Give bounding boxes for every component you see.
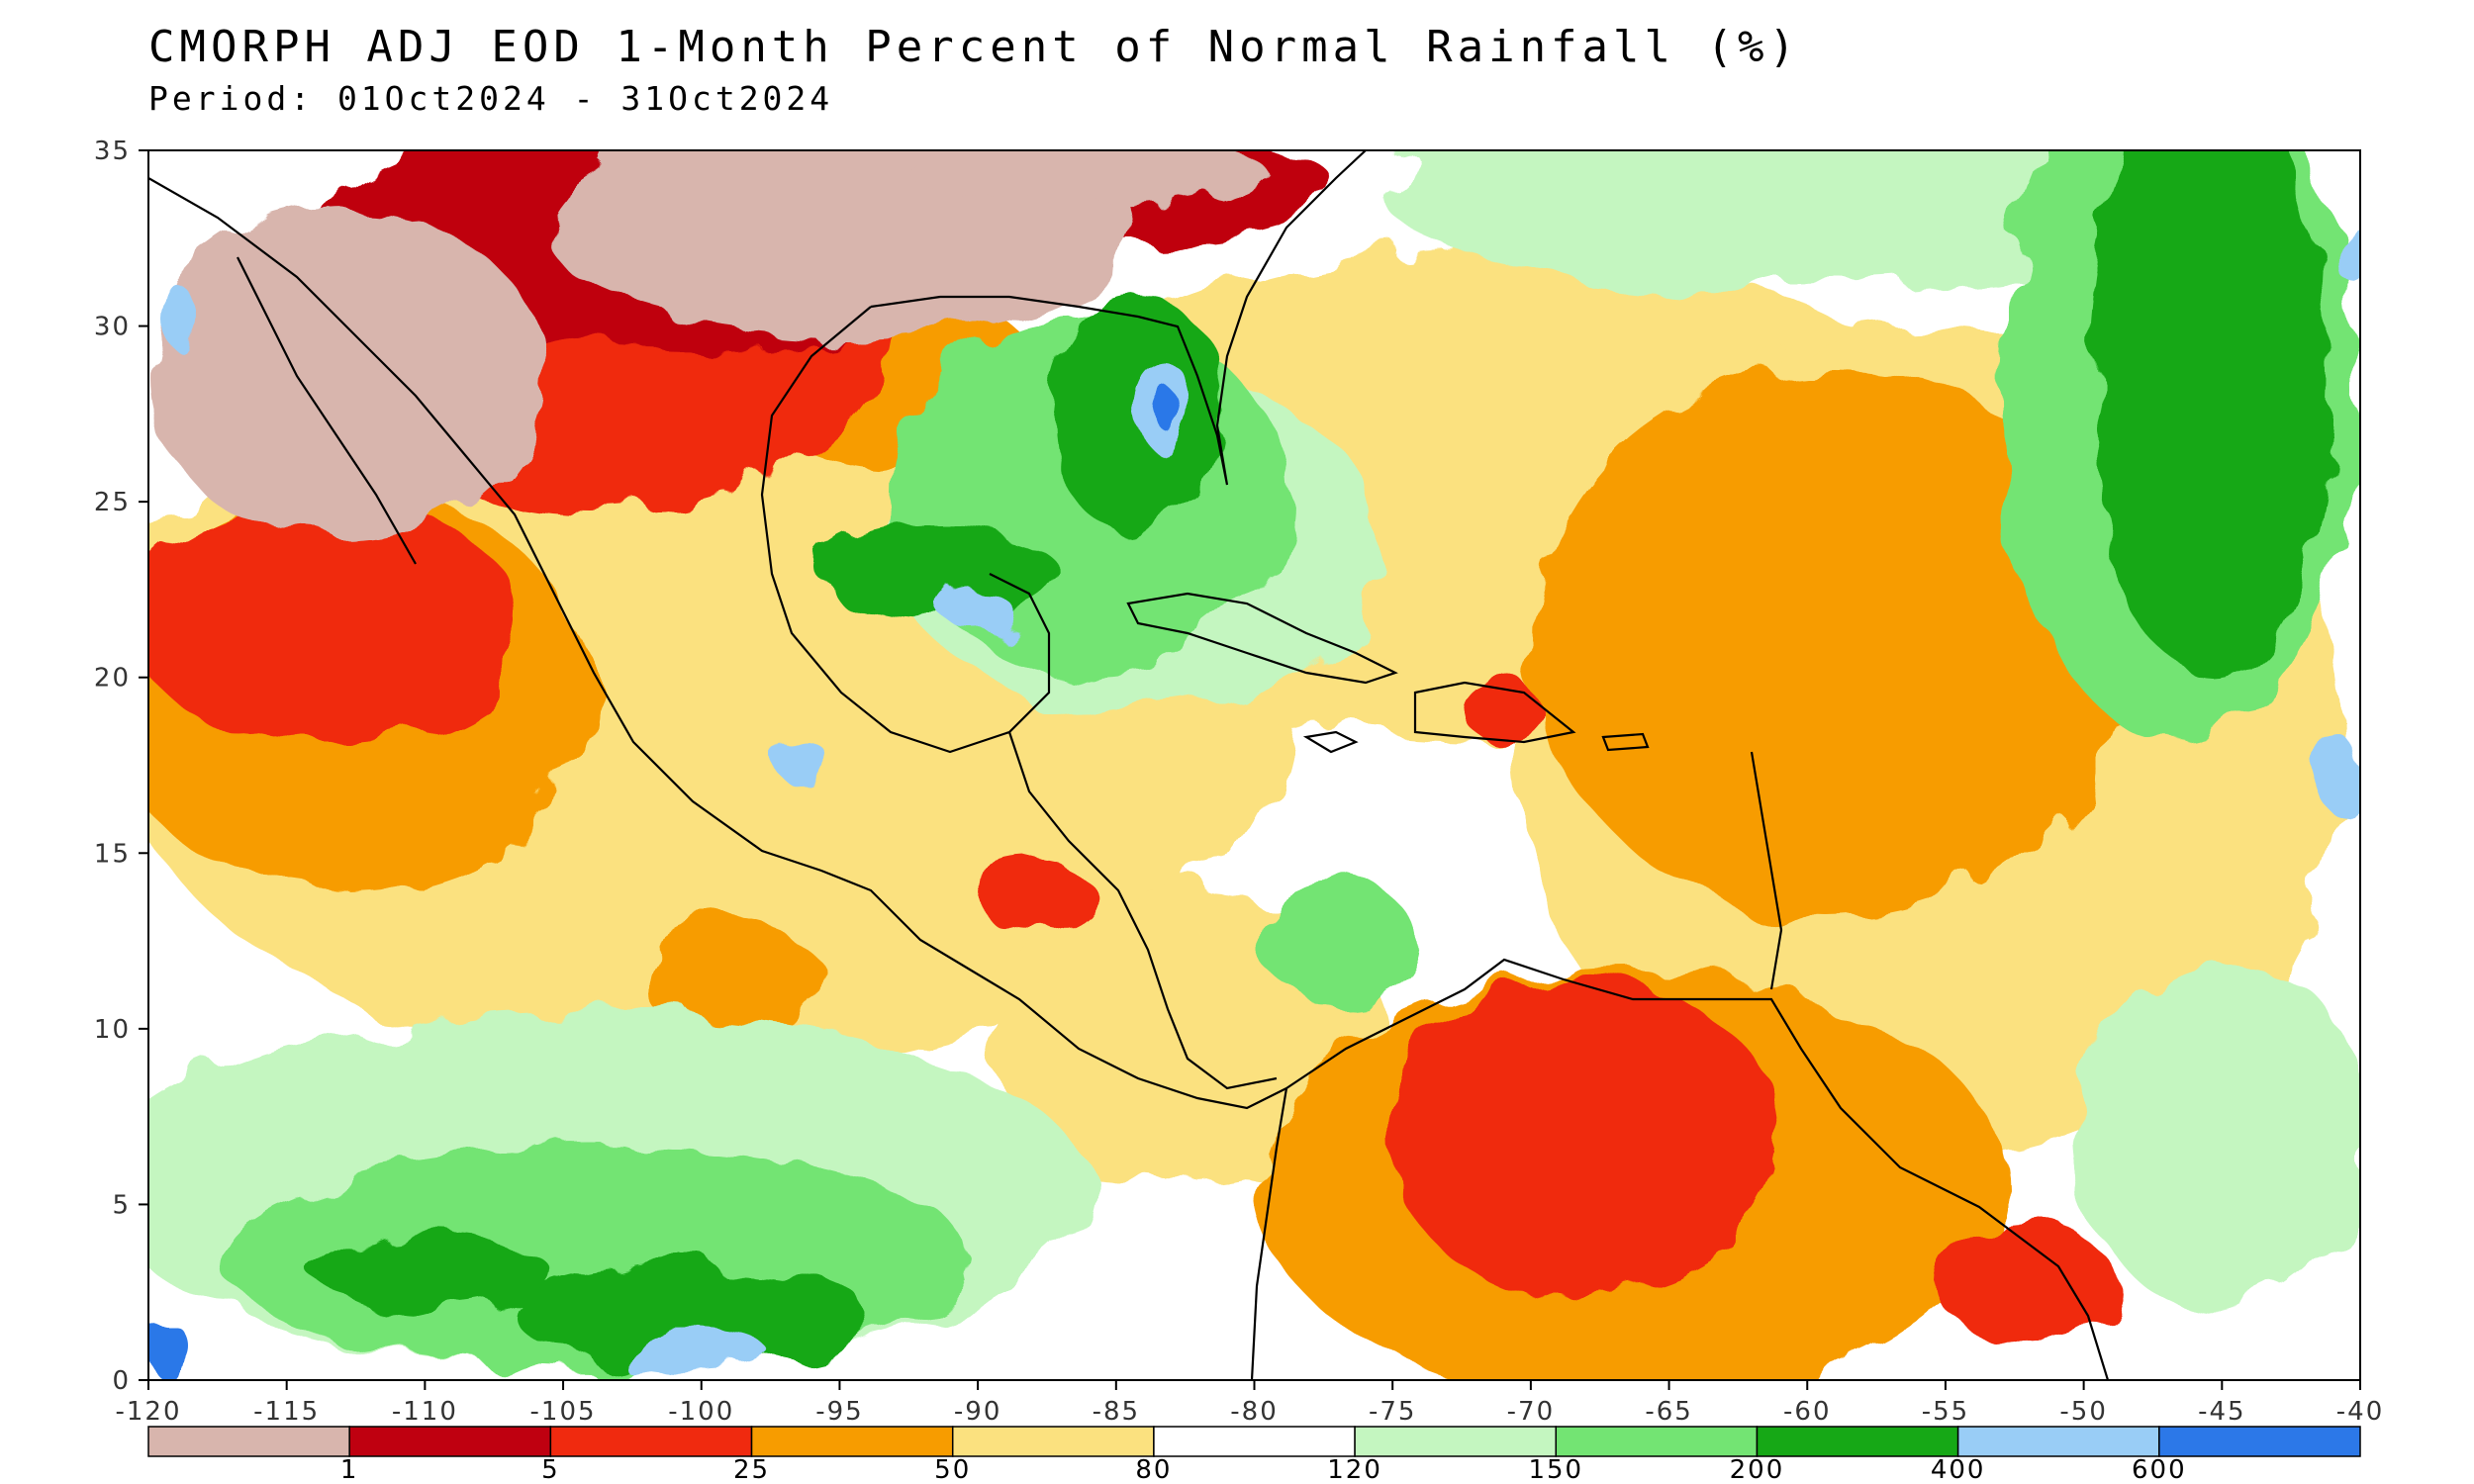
lat-tick-label: 10 (94, 1015, 131, 1045)
rain-region (1385, 979, 1781, 1296)
rain-region (945, 592, 1014, 635)
colorbar-swatch (1956, 1426, 2160, 1457)
rain-region (148, 505, 524, 742)
colorbar-label: 50 (934, 1455, 971, 1484)
coastline-cuba (1126, 592, 1398, 685)
lon-tick-label: -80 (1230, 1397, 1278, 1427)
colorbar-swatch (1756, 1426, 1959, 1457)
period-subtitle: Period: 01Oct2024 - 31Oct2024 (148, 79, 834, 118)
lat-tick-label: 30 (94, 313, 131, 342)
colorbar-label: 5 (541, 1455, 560, 1484)
lon-tick-label: -70 (1507, 1397, 1555, 1427)
coastline-puerto-rico (1601, 732, 1650, 752)
rain-region (148, 1331, 198, 1380)
rain-region (2316, 732, 2355, 811)
coastline-south-america-north (1285, 958, 2110, 1380)
lon-tick-label: -55 (1922, 1397, 1969, 1427)
colorbar-swatch (2158, 1426, 2361, 1457)
rain-region (2088, 150, 2326, 673)
coastline-hispaniola (1413, 681, 1576, 744)
colorbar-swatch (348, 1426, 552, 1457)
colorbar-label: 600 (2132, 1455, 2187, 1484)
rain-region (1257, 881, 1415, 999)
rain-region (148, 208, 544, 544)
lon-tick-label: -95 (815, 1397, 863, 1427)
coastline-baja-california (237, 256, 417, 565)
lon-tick-label: -60 (1783, 1397, 1831, 1427)
rain-region (2328, 220, 2360, 275)
colorbar-swatch (549, 1426, 753, 1457)
colorbar-swatch (147, 1426, 350, 1457)
lon-tick-label: -45 (2198, 1397, 2245, 1427)
rain-region (980, 866, 1098, 935)
lon-tick-label: -50 (2059, 1397, 2107, 1427)
colorbar-label: 1 (340, 1455, 359, 1484)
colorbar-label: 200 (1730, 1455, 1785, 1484)
lon-tick-label: -115 (253, 1397, 320, 1427)
lat-tick-label: 20 (94, 664, 131, 694)
rain-region (1534, 366, 2128, 920)
colorbar-label: 120 (1327, 1455, 1382, 1484)
rain-region (317, 1237, 554, 1316)
coastline-south-america-pacific (1250, 1087, 1288, 1380)
latitude-axis: 0 5 10 15 20 25 30 35 (94, 137, 148, 1396)
coastlines (148, 150, 2110, 1380)
lat-tick-label: 35 (94, 137, 131, 166)
rain-region (821, 524, 1059, 623)
lon-tick-label: -40 (2336, 1397, 2384, 1427)
colorbar-label: 150 (1528, 1455, 1583, 1484)
lon-tick-label: -110 (392, 1397, 458, 1427)
coastline-us-gulf (870, 150, 1367, 486)
rain-region (614, 1336, 772, 1375)
rain-region (1465, 683, 1544, 742)
rain-region (787, 747, 836, 796)
colorbar-label: 25 (733, 1455, 770, 1484)
rain-region (2078, 960, 2360, 1316)
lon-tick-label: -90 (954, 1397, 1001, 1427)
rain-region (1385, 150, 2177, 287)
lat-tick-label: 5 (112, 1190, 131, 1220)
coastline-north-america-pacific (148, 177, 1287, 1110)
colorbar-swatch (1555, 1426, 1759, 1457)
lon-tick-label: -120 (115, 1397, 181, 1427)
lon-tick-label: -65 (1645, 1397, 1692, 1427)
map-panel (148, 150, 2360, 1380)
lon-tick-label: -85 (1093, 1397, 1140, 1427)
coastline-central-america-caribbean (1007, 731, 1278, 1090)
colorbar-label: 400 (1931, 1455, 1986, 1484)
lat-tick-label: 0 (112, 1366, 131, 1396)
colorbar-swatch (951, 1426, 1155, 1457)
coastline-lesser-antilles (1750, 751, 1783, 990)
coastline-jamaica (1302, 730, 1359, 754)
rain-region (1940, 1227, 2118, 1345)
colorbar-label: 80 (1135, 1455, 1172, 1484)
map-title: CMORPH ADJ EOD 1-Month Percent of Normal… (148, 22, 1800, 72)
colorbar-legend: 1 5 25 50 80 120 150 200 400 600 (147, 1426, 2361, 1484)
lat-tick-label: 15 (94, 839, 131, 869)
rain-region (515, 1266, 871, 1365)
rain-region (158, 287, 198, 346)
lon-tick-label: -105 (530, 1397, 597, 1427)
colorbar-swatch (1354, 1426, 1558, 1457)
lon-tick-label: -100 (668, 1397, 734, 1427)
longitude-axis: -120 -115 -110 -105 -100 -95 -90 -85 -80 -75 -70 -6… (115, 1380, 2384, 1427)
lat-tick-label: 25 (94, 488, 131, 517)
coastline-gulf-of-mexico (760, 306, 1051, 754)
lon-tick-label: -75 (1369, 1397, 1416, 1427)
rain-region (1154, 391, 1182, 430)
colorbar-swatch (1153, 1426, 1356, 1457)
colorbar-swatch (750, 1426, 954, 1457)
rain-region (910, 150, 1267, 213)
rain-region (643, 920, 821, 1039)
